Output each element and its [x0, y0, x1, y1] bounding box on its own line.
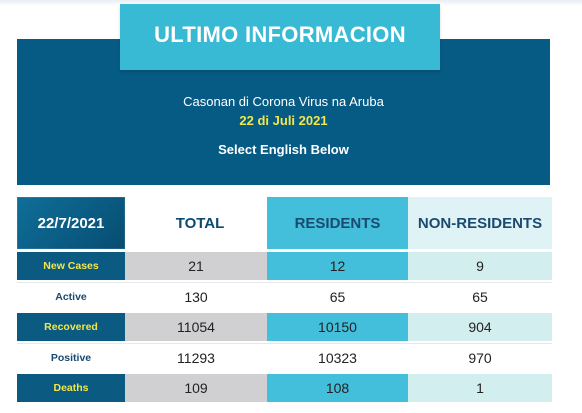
row-label: Deaths [17, 374, 125, 402]
table-row-deaths: Deaths 109 108 1 [17, 374, 552, 402]
cell-non-residents: 970 [408, 344, 552, 372]
cell-non-residents: 1 [408, 374, 552, 402]
cell-total: 109 [125, 374, 267, 402]
cell-residents: 10150 [267, 313, 408, 341]
table-date-header: 22/7/2021 [17, 197, 125, 249]
row-label: Active [17, 283, 125, 311]
column-header-residents: RESIDENTS [267, 197, 408, 249]
cell-total: 11054 [125, 313, 267, 341]
table-row-positive: Positive 11293 10323 970 [17, 343, 552, 372]
row-label: New Cases [17, 252, 125, 280]
column-header-total: TOTAL [125, 197, 275, 249]
row-label: Positive [17, 344, 125, 372]
column-header-non-residents: NON-RESIDENTS [408, 197, 552, 249]
cell-non-residents: 904 [408, 313, 552, 341]
cell-residents: 108 [267, 374, 408, 402]
cell-residents: 65 [267, 283, 408, 311]
cell-total: 130 [125, 283, 267, 311]
page-title: ULTIMO INFORMACION [154, 22, 406, 47]
date-line: 22 di Juli 2021 [239, 113, 328, 128]
cell-non-residents: 9 [408, 252, 552, 280]
title-box: ULTIMO INFORMACION [120, 4, 440, 70]
cell-non-residents: 65 [408, 283, 552, 311]
table-row-recovered: Recovered 11054 10150 904 [17, 313, 552, 341]
row-label: Recovered [17, 313, 125, 341]
cell-total: 11293 [125, 344, 267, 372]
cell-residents: 12 [267, 252, 408, 280]
table-row-new-cases: New Cases 21 12 9 [17, 252, 552, 280]
info-banner: Casonan di Corona Virus na Aruba 22 di J… [17, 39, 550, 185]
language-note: Select English Below [218, 142, 349, 157]
top-edge [0, 0, 582, 6]
table-row-active: Active 130 65 65 [17, 282, 552, 311]
subtitle: Casonan di Corona Virus na Aruba [183, 94, 384, 109]
cell-total: 21 [125, 252, 267, 280]
cell-residents: 10323 [267, 344, 408, 372]
